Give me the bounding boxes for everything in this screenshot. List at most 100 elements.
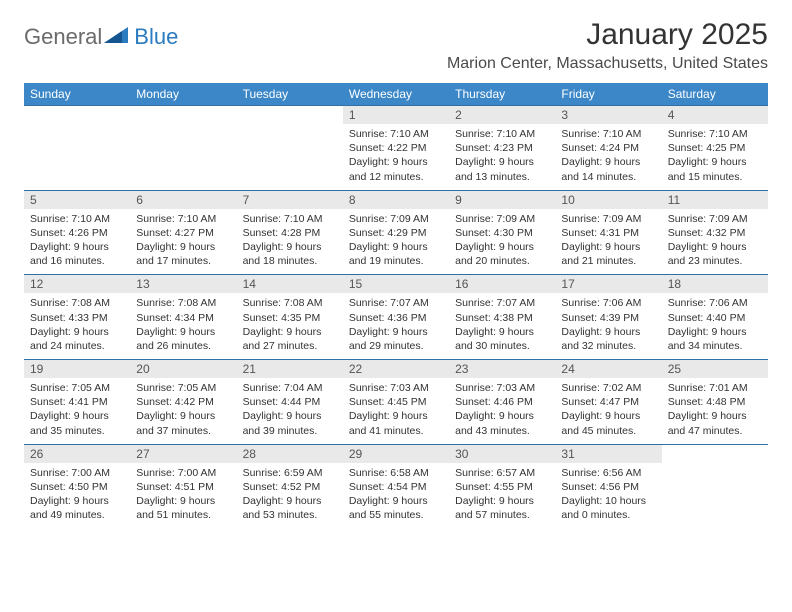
day-number-cell: 13 [130, 275, 236, 294]
daylight-line: Daylight: 9 hours and 16 minutes. [30, 240, 124, 268]
location-text: Marion Center, Massachusetts, United Sta… [447, 55, 768, 73]
day-detail-cell: Sunrise: 7:09 AMSunset: 4:32 PMDaylight:… [662, 209, 768, 275]
sunset-line: Sunset: 4:46 PM [455, 395, 549, 409]
col-tuesday: Tuesday [237, 83, 343, 106]
day-number-cell: 26 [24, 444, 130, 463]
calendar-table: Sunday Monday Tuesday Wednesday Thursday… [24, 83, 768, 529]
day-detail-row: Sunrise: 7:10 AMSunset: 4:22 PMDaylight:… [24, 124, 768, 190]
sunset-line: Sunset: 4:32 PM [668, 226, 762, 240]
sunrise-line: Sunrise: 7:03 AM [349, 381, 443, 395]
day-number-cell: 1 [343, 106, 449, 125]
sunrise-line: Sunrise: 7:06 AM [561, 296, 655, 310]
col-thursday: Thursday [449, 83, 555, 106]
day-number-cell: 3 [555, 106, 661, 125]
sunrise-line: Sunrise: 7:03 AM [455, 381, 549, 395]
daylight-line: Daylight: 9 hours and 18 minutes. [243, 240, 337, 268]
day-number-cell: 29 [343, 444, 449, 463]
sunset-line: Sunset: 4:29 PM [349, 226, 443, 240]
day-number-cell: 28 [237, 444, 343, 463]
sunset-line: Sunset: 4:56 PM [561, 480, 655, 494]
day-detail-cell: Sunrise: 7:04 AMSunset: 4:44 PMDaylight:… [237, 378, 343, 444]
day-detail-cell: Sunrise: 7:10 AMSunset: 4:25 PMDaylight:… [662, 124, 768, 190]
day-number-cell: 11 [662, 190, 768, 209]
daylight-line: Daylight: 9 hours and 57 minutes. [455, 494, 549, 522]
sunset-line: Sunset: 4:24 PM [561, 141, 655, 155]
daylight-line: Daylight: 9 hours and 26 minutes. [136, 325, 230, 353]
day-detail-cell: Sunrise: 7:08 AMSunset: 4:33 PMDaylight:… [24, 293, 130, 359]
day-number-row: 567891011 [24, 190, 768, 209]
page-title: January 2025 [447, 18, 768, 51]
sunset-line: Sunset: 4:47 PM [561, 395, 655, 409]
day-detail-cell: Sunrise: 7:05 AMSunset: 4:42 PMDaylight:… [130, 378, 236, 444]
sunrise-line: Sunrise: 7:09 AM [668, 212, 762, 226]
col-wednesday: Wednesday [343, 83, 449, 106]
daylight-line: Daylight: 9 hours and 30 minutes. [455, 325, 549, 353]
day-number-cell: 14 [237, 275, 343, 294]
day-detail-row: Sunrise: 7:10 AMSunset: 4:26 PMDaylight:… [24, 209, 768, 275]
sunset-line: Sunset: 4:42 PM [136, 395, 230, 409]
daylight-line: Daylight: 9 hours and 51 minutes. [136, 494, 230, 522]
day-detail-cell: Sunrise: 7:09 AMSunset: 4:30 PMDaylight:… [449, 209, 555, 275]
sunset-line: Sunset: 4:51 PM [136, 480, 230, 494]
sunset-line: Sunset: 4:44 PM [243, 395, 337, 409]
daylight-line: Daylight: 9 hours and 27 minutes. [243, 325, 337, 353]
day-detail-cell: Sunrise: 7:09 AMSunset: 4:31 PMDaylight:… [555, 209, 661, 275]
sunset-line: Sunset: 4:41 PM [30, 395, 124, 409]
sunset-line: Sunset: 4:28 PM [243, 226, 337, 240]
sunrise-line: Sunrise: 7:00 AM [136, 466, 230, 480]
sunrise-line: Sunrise: 7:08 AM [30, 296, 124, 310]
sunrise-line: Sunrise: 7:09 AM [349, 212, 443, 226]
day-number-cell [237, 106, 343, 125]
sunrise-line: Sunrise: 7:09 AM [455, 212, 549, 226]
sunset-line: Sunset: 4:31 PM [561, 226, 655, 240]
sunset-line: Sunset: 4:54 PM [349, 480, 443, 494]
day-number-cell: 6 [130, 190, 236, 209]
day-detail-row: Sunrise: 7:08 AMSunset: 4:33 PMDaylight:… [24, 293, 768, 359]
day-detail-cell: Sunrise: 7:10 AMSunset: 4:24 PMDaylight:… [555, 124, 661, 190]
sunset-line: Sunset: 4:39 PM [561, 311, 655, 325]
sunrise-line: Sunrise: 7:08 AM [136, 296, 230, 310]
sunrise-line: Sunrise: 7:05 AM [136, 381, 230, 395]
sunset-line: Sunset: 4:55 PM [455, 480, 549, 494]
day-number-cell: 18 [662, 275, 768, 294]
day-number-cell: 23 [449, 360, 555, 379]
day-number-row: 19202122232425 [24, 360, 768, 379]
sunrise-line: Sunrise: 7:09 AM [561, 212, 655, 226]
logo-triangle-icon [104, 25, 130, 50]
day-detail-row: Sunrise: 7:05 AM Sunset: 4:41 PM Daylight:… [24, 378, 768, 444]
day-header-row: Sunday Monday Tuesday Wednesday Thursday… [24, 83, 768, 106]
logo-word-2: Blue [134, 24, 178, 50]
day-detail-cell [130, 124, 236, 190]
day-number-cell: 20 [130, 360, 236, 379]
sunrise-line: Sunrise: 7:10 AM [668, 127, 762, 141]
day-number-cell: 17 [555, 275, 661, 294]
daylight-line: Daylight: 9 hours and 39 minutes. [243, 409, 337, 437]
daylight-line: Daylight: 9 hours and 37 minutes. [136, 409, 230, 437]
col-friday: Friday [555, 83, 661, 106]
sunrise-line: Sunrise: 7:07 AM [455, 296, 549, 310]
sunrise-line: Sunrise: 6:57 AM [455, 466, 549, 480]
daylight-line: Daylight: 9 hours and 23 minutes. [668, 240, 762, 268]
daylight-line: Daylight: 9 hours and 32 minutes. [561, 325, 655, 353]
day-detail-cell [237, 124, 343, 190]
daylight-line: Daylight: 9 hours and 49 minutes. [30, 494, 124, 522]
daylight-line: Daylight: 9 hours and 20 minutes. [455, 240, 549, 268]
sunset-line: Sunset: 4:27 PM [136, 226, 230, 240]
sunset-line: Sunset: 4:48 PM [668, 395, 762, 409]
sunrise-line: Sunrise: 7:01 AM [668, 381, 762, 395]
day-detail-cell: Sunrise: 6:57 AMSunset: 4:55 PMDaylight:… [449, 463, 555, 529]
sunset-line: Sunset: 4:33 PM [30, 311, 124, 325]
sunrise-line: Sunrise: 7:00 AM [30, 466, 124, 480]
day-number-cell: 2 [449, 106, 555, 125]
logo: General Blue [24, 24, 178, 50]
day-number-cell: 31 [555, 444, 661, 463]
sunset-line: Sunset: 4:36 PM [349, 311, 443, 325]
page: General Blue January 2025 Marion Center,… [0, 0, 792, 541]
day-detail-cell: Sunrise: 7:06 AMSunset: 4:39 PMDaylight:… [555, 293, 661, 359]
daylight-line: Daylight: 9 hours and 14 minutes. [561, 155, 655, 183]
sunrise-line: Sunrise: 7:10 AM [243, 212, 337, 226]
sunrise-line: Sunrise: 7:10 AM [561, 127, 655, 141]
day-detail-cell: Sunrise: 7:07 AMSunset: 4:36 PMDaylight:… [343, 293, 449, 359]
sunrise-line: Sunrise: 6:56 AM [561, 466, 655, 480]
day-detail-cell: Sunrise: 7:06 AMSunset: 4:40 PMDaylight:… [662, 293, 768, 359]
